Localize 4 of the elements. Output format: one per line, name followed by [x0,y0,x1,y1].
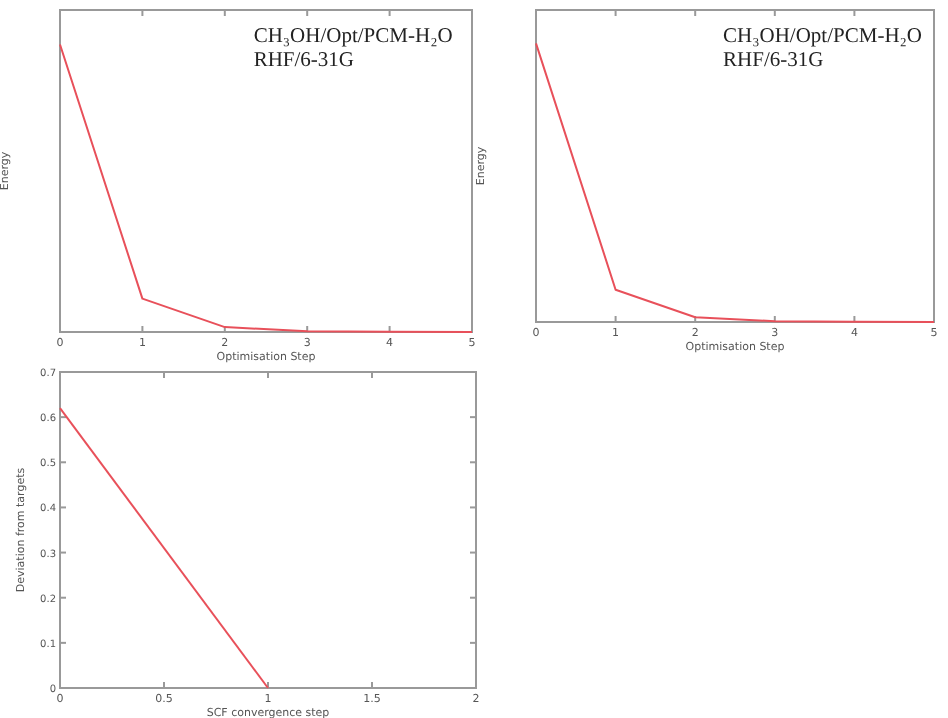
annotation: CH₃OH/Opt/PCM-H₂O [723,26,923,48]
annotation: RHF/6-31G [253,50,355,72]
annotation: RHF/6-31G [723,50,825,72]
annotation: CH₃OH/Opt/PCM-H₂O [253,26,454,48]
